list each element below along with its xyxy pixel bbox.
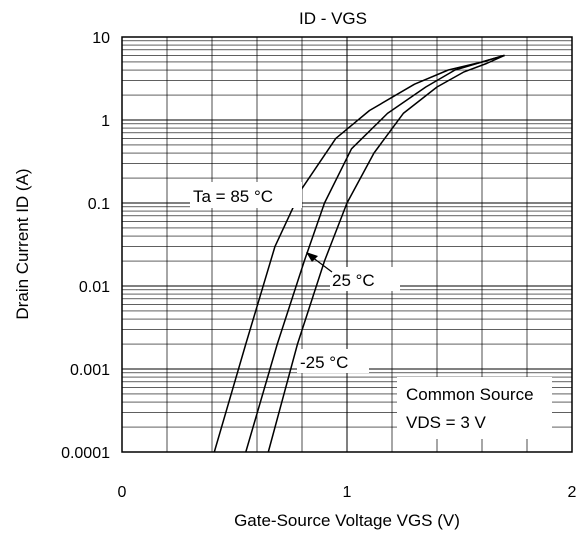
- x-axis-label: Gate-Source Voltage VGS (V): [234, 511, 460, 530]
- x-tick-label: 0: [118, 484, 127, 501]
- common-source-box: [397, 377, 552, 439]
- series-line-1: [245, 54, 505, 453]
- series-line-0: [213, 54, 505, 453]
- common-source-label: Common Source: [406, 385, 534, 404]
- chart-title: ID - VGS: [299, 9, 367, 28]
- y-tick-label: 10: [92, 30, 110, 47]
- vds-label: VDS = 3 V: [406, 413, 487, 432]
- y-axis-label: Drain Current ID (A): [13, 168, 32, 319]
- y-tick-label: 0.001: [70, 362, 110, 379]
- y-tick-label: 0.1: [88, 196, 110, 213]
- y-tick-label: 0.01: [79, 279, 110, 296]
- ta85-label: Ta = 85 °C: [193, 187, 273, 206]
- x-tick-label: 2: [568, 484, 577, 501]
- y-tick-label: 1: [101, 113, 110, 130]
- ta85-label-bg: [190, 182, 302, 208]
- t25-label: 25 °C: [332, 271, 375, 290]
- tick-labels: 0 1 2 10 1 0.1 0.01 0.001 0.0001: [61, 30, 576, 501]
- y-tick-label: 0.0001: [61, 445, 110, 462]
- x-tick-label: 1: [343, 484, 352, 501]
- tm25-label: -25 °C: [300, 353, 348, 372]
- t25-arrow-head: [306, 252, 318, 262]
- series-lines: [213, 54, 505, 453]
- t25-label-bg: [330, 267, 400, 291]
- plot-frame: [121, 36, 573, 453]
- tm25-label-bg: [297, 349, 369, 373]
- series-line-2: [267, 54, 505, 453]
